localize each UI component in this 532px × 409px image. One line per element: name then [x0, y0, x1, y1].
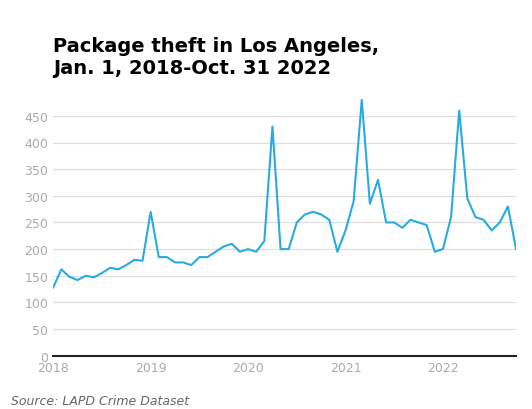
Text: Package theft in Los Angeles,
Jan. 1, 2018-Oct. 31 2022: Package theft in Los Angeles, Jan. 1, 20… [53, 36, 379, 77]
Text: Source: LAPD Crime Dataset: Source: LAPD Crime Dataset [11, 394, 189, 407]
